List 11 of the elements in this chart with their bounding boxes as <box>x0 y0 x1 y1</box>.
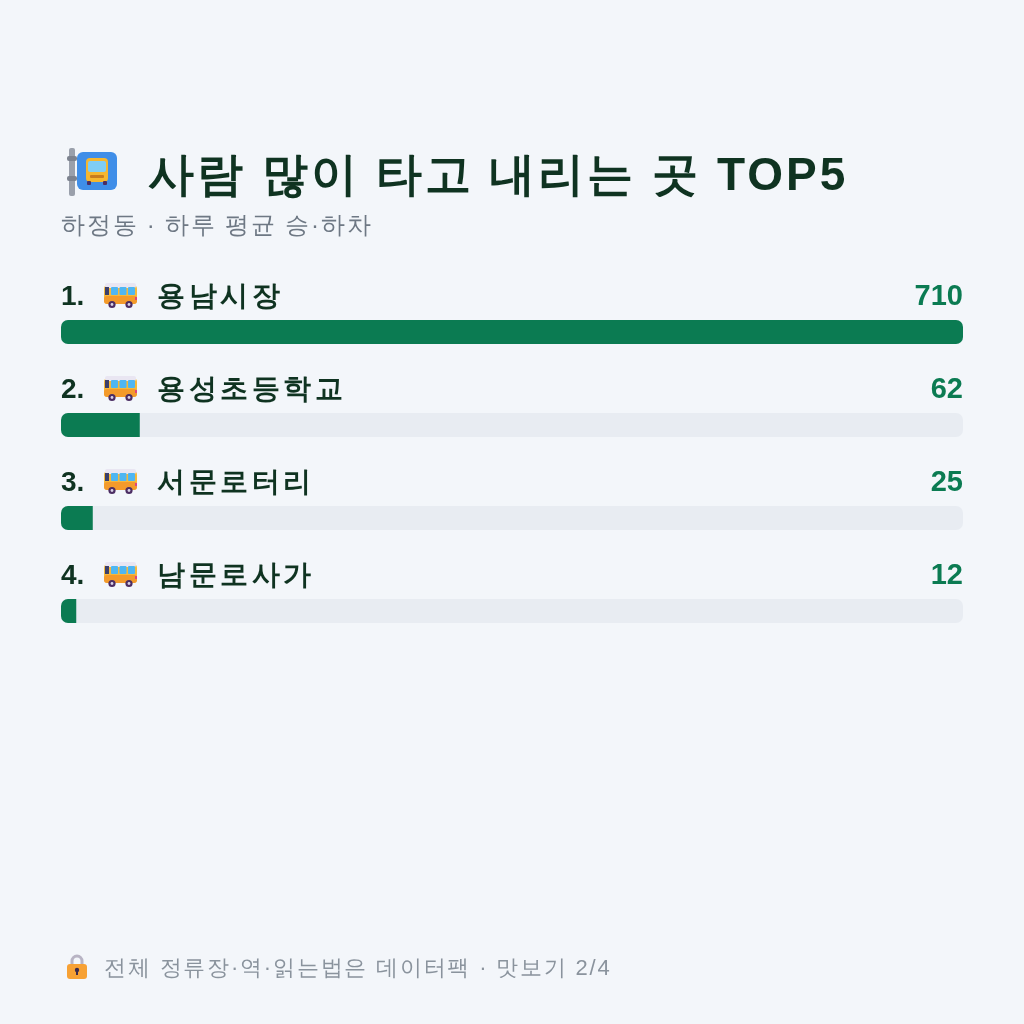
data-label: 25 <box>930 465 963 497</box>
chart-subtitle: 하정동 · 하루 평균 승·하차 <box>61 211 373 238</box>
data-label: 62 <box>930 372 963 404</box>
category-label: 1. 용남시장 <box>61 280 283 311</box>
data-label: 12 <box>930 558 963 590</box>
text: 전체 정류장·역·읽는법은 데이터팩 · 맛보기 2/4 <box>104 955 612 980</box>
chart-title: 사람 많이 타고 내리는 곳 TOP5 <box>148 148 849 200</box>
data-label: 710 <box>914 279 963 311</box>
category-label: 3. 서문로터리 <box>61 466 315 497</box>
category-label: 4. 남문로사가 <box>61 559 315 590</box>
category-label: 2. 용성초등학교 <box>61 373 346 404</box>
